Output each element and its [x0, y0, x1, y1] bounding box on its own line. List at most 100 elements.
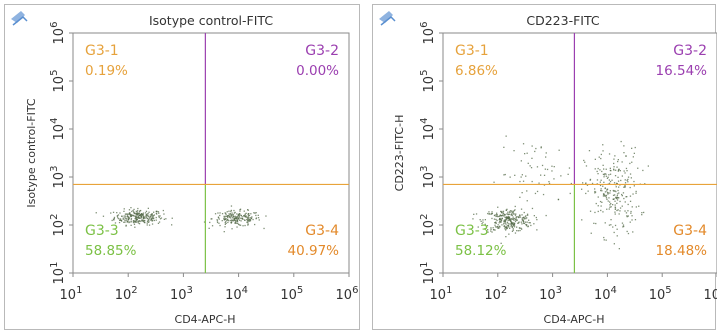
data-point: [568, 167, 571, 169]
data-point: [135, 210, 137, 212]
data-point: [491, 211, 493, 213]
data-point: [612, 204, 614, 206]
data-point: [219, 212, 221, 214]
data-point: [216, 219, 218, 221]
data-point: [153, 211, 155, 213]
data-point: [217, 216, 220, 218]
data-point: [624, 201, 626, 203]
data-point: [595, 222, 597, 225]
data-point: [585, 165, 588, 167]
data-point: [510, 218, 512, 220]
quadrant-percent: 18.48%: [656, 243, 708, 259]
data-point: [120, 219, 122, 221]
x-tick-label: 104: [225, 285, 248, 303]
data-point: [597, 173, 599, 175]
data-point: [482, 221, 484, 223]
data-point: [130, 207, 132, 209]
data-point: [501, 215, 504, 217]
data-point: [153, 217, 155, 219]
data-point: [623, 186, 625, 188]
data-point: [617, 176, 619, 178]
data-point: [508, 218, 510, 220]
data-point: [244, 214, 246, 216]
data-point: [510, 225, 512, 228]
data-point: [228, 216, 231, 218]
data-point: [116, 212, 118, 214]
data-point: [248, 217, 250, 219]
data-point: [622, 192, 625, 194]
data-point: [494, 226, 497, 228]
data-point: [647, 165, 649, 167]
data-point: [151, 215, 153, 217]
data-point: [505, 223, 507, 225]
data-point: [526, 217, 528, 219]
data-point: [235, 217, 237, 219]
data-point: [126, 213, 128, 215]
data-point: [257, 217, 260, 219]
data-point: [137, 207, 139, 210]
data-point: [616, 209, 618, 212]
data-point: [216, 220, 219, 222]
data-point: [508, 233, 510, 235]
data-point: [512, 224, 514, 226]
data-point: [521, 218, 523, 220]
data-point: [612, 194, 615, 196]
data-point: [626, 215, 628, 217]
data-point: [570, 182, 572, 185]
data-point: [609, 206, 611, 208]
data-point: [605, 168, 607, 170]
data-point: [619, 207, 622, 209]
data-point: [249, 220, 251, 222]
data-point: [137, 213, 139, 215]
data-point: [247, 220, 250, 222]
data-point: [503, 223, 505, 225]
data-point: [139, 215, 141, 217]
data-point: [244, 215, 247, 217]
data-point: [616, 235, 618, 237]
data-point: [527, 226, 529, 228]
data-point: [238, 216, 240, 219]
data-point: [512, 216, 514, 218]
plot-title: Isotype control-FITC: [149, 13, 273, 28]
data-point: [553, 166, 555, 168]
data-point: [137, 222, 140, 224]
data-point: [137, 216, 140, 218]
data-point: [567, 173, 569, 175]
data-point: [601, 170, 603, 173]
data-point: [153, 219, 155, 222]
data-point: [247, 213, 249, 215]
data-point: [151, 218, 153, 221]
data-point: [496, 226, 498, 228]
data-point: [519, 214, 521, 216]
data-point: [607, 192, 609, 194]
data-point: [139, 217, 141, 219]
data-point: [594, 211, 596, 214]
data-point: [523, 211, 525, 214]
data-point: [610, 224, 612, 226]
data-point: [152, 215, 155, 217]
data-point: [510, 224, 512, 226]
plot-area: [442, 32, 717, 274]
data-point: [518, 221, 520, 223]
y-tick-label: 103: [419, 166, 437, 189]
data-point: [626, 179, 628, 182]
data-point: [587, 190, 589, 192]
data-point: [644, 183, 646, 185]
data-point: [615, 190, 617, 193]
data-point: [585, 183, 587, 185]
data-point: [506, 216, 508, 218]
data-point: [526, 190, 528, 192]
y-axis-label: CD223-FITC-H: [393, 115, 406, 192]
data-point: [231, 219, 234, 221]
data-point: [606, 198, 608, 200]
data-point: [223, 218, 226, 220]
data-point: [102, 215, 105, 217]
data-point: [230, 215, 232, 217]
data-point: [235, 222, 237, 224]
data-point: [600, 188, 602, 190]
data-point: [491, 217, 493, 220]
data-point: [626, 230, 628, 233]
data-point: [247, 218, 249, 220]
data-point: [511, 213, 513, 215]
data-point: [627, 210, 629, 212]
